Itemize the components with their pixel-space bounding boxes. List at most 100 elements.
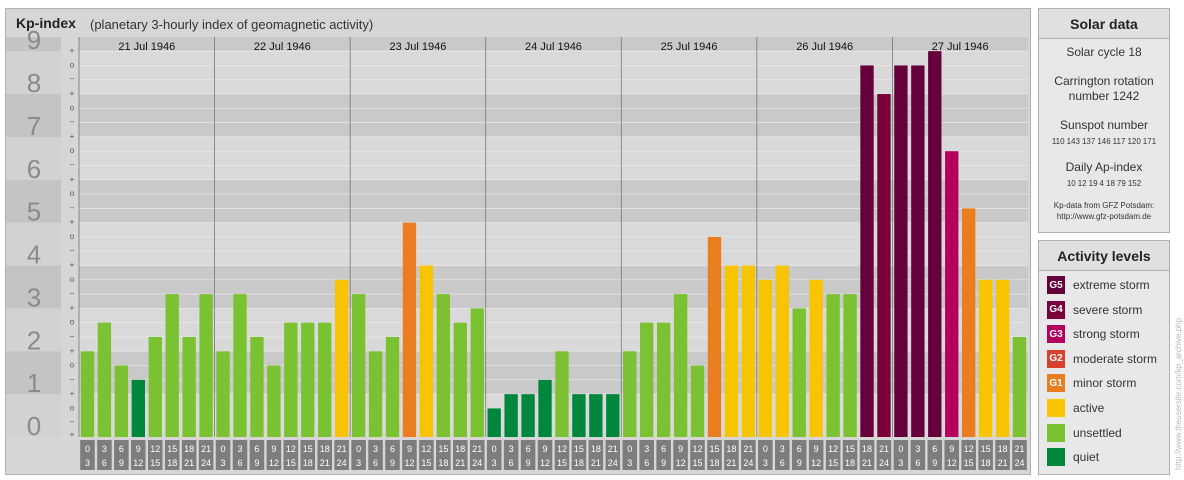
y-minor-label: o bbox=[70, 403, 75, 412]
hour-box bbox=[876, 440, 892, 470]
hour-box bbox=[520, 440, 536, 470]
ap-number-3: 19 bbox=[1088, 179, 1098, 188]
hour-label-end: 18 bbox=[574, 458, 584, 468]
hour-box bbox=[622, 440, 638, 470]
sunspot-number-2: 143 bbox=[1066, 137, 1080, 146]
hour-label-end: 15 bbox=[286, 458, 296, 468]
y-tick-label: 6 bbox=[27, 154, 41, 184]
y-tick-label: 4 bbox=[27, 240, 41, 270]
kp-bar bbox=[995, 279, 1010, 437]
hour-box bbox=[673, 440, 688, 470]
kp-bar bbox=[131, 379, 145, 437]
hour-label-end: 21 bbox=[455, 458, 465, 468]
hour-box bbox=[232, 440, 248, 470]
hour-label-end: 18 bbox=[709, 458, 719, 468]
data-source-link[interactable]: http://www.gfz-potsdam.de bbox=[1056, 212, 1152, 221]
kp-bar bbox=[470, 308, 484, 437]
hour-label-start: 9 bbox=[949, 444, 954, 454]
ap-number-1: 10 bbox=[1066, 179, 1076, 188]
hour-label-start: 21 bbox=[743, 444, 753, 454]
ap-numbers: 10 12 19 4 18 79 152 bbox=[1039, 179, 1169, 188]
hour-label-start: 15 bbox=[574, 444, 584, 454]
legend-item-active: active bbox=[1047, 398, 1104, 418]
y-label-band bbox=[6, 394, 61, 437]
y-minor-label: − bbox=[70, 160, 75, 169]
day-label: 27 Jul 1946 bbox=[932, 41, 989, 53]
kp-bar bbox=[894, 65, 908, 437]
hour-box bbox=[808, 440, 824, 470]
hour-label-end: 24 bbox=[743, 458, 753, 468]
hour-box bbox=[385, 440, 400, 470]
hour-label-start: 15 bbox=[303, 444, 313, 454]
legend-label: unsettled bbox=[1073, 425, 1122, 440]
legend-label: active bbox=[1073, 401, 1105, 415]
kp-bar bbox=[673, 294, 688, 437]
ap-number-7: 152 bbox=[1127, 179, 1142, 188]
y-minor-label: − bbox=[70, 418, 75, 427]
hour-label-end: 21 bbox=[862, 458, 872, 468]
day-label: 25 Jul 1946 bbox=[661, 41, 718, 53]
hour-label-start: 3 bbox=[780, 444, 785, 454]
kp-bar bbox=[707, 236, 722, 437]
kp-bar bbox=[724, 265, 739, 437]
y-tick-label: 8 bbox=[27, 68, 41, 98]
y-minor-label: + bbox=[70, 430, 75, 439]
kp-bar bbox=[928, 51, 942, 437]
y-label-band bbox=[6, 265, 61, 309]
hour-label-start: 6 bbox=[932, 444, 937, 454]
y-tick-label: 3 bbox=[27, 282, 41, 312]
hour-label-start: 21 bbox=[472, 444, 482, 454]
hour-label-start: 15 bbox=[709, 444, 719, 454]
hour-label-start: 6 bbox=[119, 444, 124, 454]
hour-label-start: 12 bbox=[828, 444, 838, 454]
kp-bar bbox=[623, 351, 637, 437]
hour-label-start: 9 bbox=[271, 444, 276, 454]
hour-label-end: 3 bbox=[898, 458, 903, 468]
hour-label-end: 21 bbox=[726, 458, 736, 468]
hour-label-end: 18 bbox=[303, 458, 313, 468]
hour-box bbox=[639, 440, 654, 470]
legend-swatch: G4 bbox=[1047, 300, 1065, 319]
hour-label-end: 15 bbox=[828, 458, 838, 468]
hour-box bbox=[419, 440, 434, 470]
hour-box bbox=[961, 440, 976, 470]
solar-data-title: Solar data bbox=[1039, 9, 1169, 39]
kp-bar bbox=[97, 322, 112, 437]
hour-box bbox=[910, 440, 926, 470]
kp-bar bbox=[504, 394, 518, 437]
hour-box bbox=[741, 440, 756, 470]
hour-label-start: 18 bbox=[998, 444, 1008, 454]
hour-box bbox=[893, 440, 909, 470]
hour-label-end: 21 bbox=[998, 458, 1008, 468]
hour-label-start: 9 bbox=[136, 444, 141, 454]
legend-label: severe storm bbox=[1073, 302, 1143, 317]
legend-swatch: G3 bbox=[1047, 325, 1065, 344]
activity-levels-title: Activity levels bbox=[1039, 241, 1169, 271]
y-minor-label: o bbox=[70, 60, 75, 69]
hour-label-start: 3 bbox=[373, 444, 378, 454]
kp-bar bbox=[318, 322, 332, 437]
hour-label-end: 15 bbox=[693, 458, 703, 468]
hour-box bbox=[453, 440, 468, 470]
kp-bar bbox=[487, 408, 501, 437]
legend-item-extreme-storm: G5 extreme storm bbox=[1047, 275, 1150, 295]
hour-box bbox=[402, 440, 417, 470]
hour-box bbox=[724, 440, 739, 470]
chart-subtitle: (planetary 3-hourly index of geomagnetic… bbox=[90, 17, 374, 32]
hour-label-start: 12 bbox=[150, 444, 160, 454]
y-label-band bbox=[6, 351, 61, 395]
kp-bar bbox=[538, 379, 552, 437]
y-tick-label: 0 bbox=[27, 411, 41, 441]
hour-box bbox=[283, 440, 299, 470]
kp-bar bbox=[978, 279, 993, 437]
hour-box bbox=[588, 440, 604, 470]
hour-label-start: 6 bbox=[526, 444, 531, 454]
hour-box bbox=[334, 440, 349, 470]
legend-item-severe-storm: G4 severe storm bbox=[1047, 300, 1142, 320]
sunspot-number-4: 146 bbox=[1097, 137, 1111, 146]
solar-data-panel: Solar data Solar cycle 18 Carrington rot… bbox=[1038, 8, 1170, 233]
kp-bar bbox=[809, 279, 823, 437]
hour-label-start: 18 bbox=[862, 444, 872, 454]
hour-label-end: 6 bbox=[915, 458, 920, 468]
hour-label-end: 24 bbox=[337, 458, 347, 468]
